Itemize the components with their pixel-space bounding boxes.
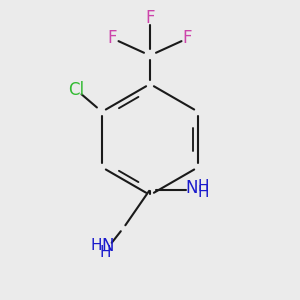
Text: F: F: [108, 29, 117, 47]
Text: N: N: [102, 237, 114, 255]
Text: H: H: [91, 238, 102, 253]
Text: H: H: [198, 185, 209, 200]
Text: N: N: [186, 179, 198, 197]
Text: H: H: [198, 179, 209, 194]
Text: F: F: [145, 9, 155, 27]
Text: F: F: [183, 29, 192, 47]
Text: Cl: Cl: [68, 81, 85, 99]
Text: H: H: [99, 245, 111, 260]
